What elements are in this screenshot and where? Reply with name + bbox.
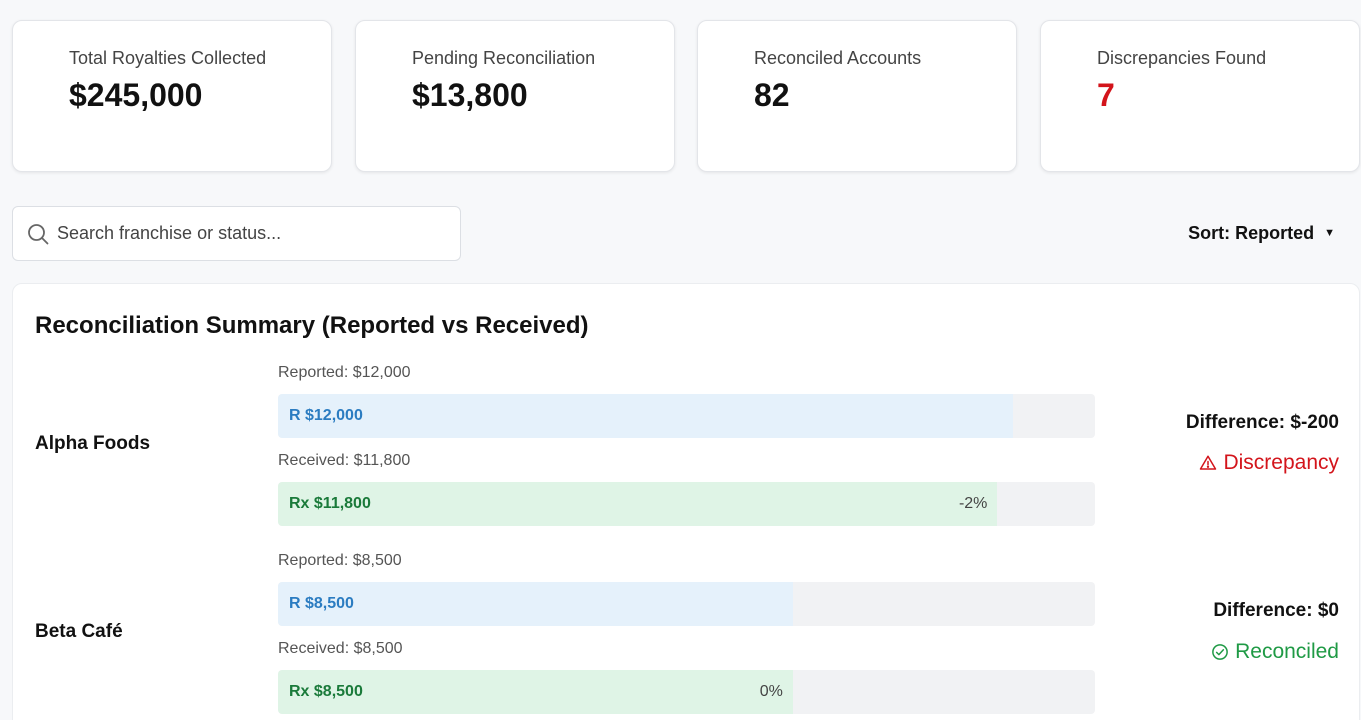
- franchise-name: Alpha Foods: [35, 433, 151, 454]
- kpi-value: $13,800: [412, 77, 528, 113]
- search-icon: [28, 224, 49, 245]
- reported-caption: Reported: $12,000: [278, 364, 411, 381]
- kpi-card-discrepancies-found: Discrepancies Found 7: [1040, 20, 1360, 172]
- kpi-card-pending-reconciliation: Pending Reconciliation $13,800: [355, 20, 675, 172]
- difference-value: Difference: $0: [1213, 600, 1339, 621]
- kpi-row: Total Royalties Collected $245,000 Pendi…: [12, 20, 1360, 172]
- status-badge: Discrepancy: [1199, 451, 1339, 475]
- received-bar-track: Rx $11,800 -2%: [278, 482, 1095, 526]
- kpi-label: Pending Reconciliation: [412, 48, 596, 68]
- kpi-label: Discrepancies Found: [1097, 48, 1267, 68]
- difference-value: Difference: $-200: [1185, 412, 1339, 433]
- reconciliation-summary-panel: Reconciliation Summary (Reported vs Rece…: [12, 283, 1360, 720]
- received-caption: Received: $11,800: [278, 452, 411, 469]
- reported-caption: Reported: $8,500: [278, 552, 402, 569]
- kpi-card-total-royalties: Total Royalties Collected $245,000: [12, 20, 332, 172]
- kpi-label: Reconciled Accounts: [754, 48, 922, 68]
- received-caption: Received: $8,500: [278, 640, 403, 657]
- reported-bar: [278, 394, 1014, 438]
- caret-down-icon: ▼: [1324, 227, 1335, 239]
- reported-bar: [278, 582, 793, 626]
- search-input[interactable]: [57, 207, 452, 260]
- search-box[interactable]: [12, 206, 461, 261]
- kpi-card-reconciled-accounts: Reconciled Accounts 82: [697, 20, 1017, 172]
- status-label: Discrepancy: [1223, 451, 1339, 474]
- status-badge: Reconciled: [1211, 640, 1339, 664]
- sort-dropdown[interactable]: Sort: Reported ▼: [1188, 220, 1335, 246]
- received-bar: [278, 670, 793, 714]
- status-label: Reconciled: [1235, 640, 1339, 663]
- reported-bar-label: R $8,500: [289, 595, 354, 612]
- received-bar: [278, 482, 997, 526]
- reconciliation-row-beta-cafe: Beta Café Reported: $8,500 R $8,500 Rece…: [13, 550, 1361, 720]
- received-bar-track: Rx $8,500 0%: [278, 670, 1095, 714]
- kpi-value: 82: [754, 77, 790, 113]
- reported-bar-label: R $12,000: [289, 407, 363, 424]
- franchise-name: Beta Café: [35, 621, 123, 642]
- kpi-value: 7: [1097, 77, 1115, 113]
- panel-title: Reconciliation Summary (Reported vs Rece…: [35, 312, 589, 339]
- received-bar-label: Rx $8,500: [289, 683, 363, 700]
- variance-percent: 0%: [759, 683, 783, 700]
- received-bar-label: Rx $11,800: [289, 495, 371, 512]
- sort-label: Sort: Reported: [1188, 222, 1315, 243]
- variance-percent: -2%: [958, 495, 988, 512]
- kpi-label: Total Royalties Collected: [69, 48, 267, 68]
- warning-icon: [1200, 455, 1217, 470]
- kpi-value: $245,000: [69, 77, 203, 113]
- check-circle-icon: [1212, 644, 1228, 660]
- reported-bar-track: R $12,000: [278, 394, 1095, 438]
- reconciliation-row-alpha-foods: Alpha Foods Reported: $12,000 R $12,000 …: [13, 362, 1361, 538]
- reported-bar-track: R $8,500: [278, 582, 1095, 626]
